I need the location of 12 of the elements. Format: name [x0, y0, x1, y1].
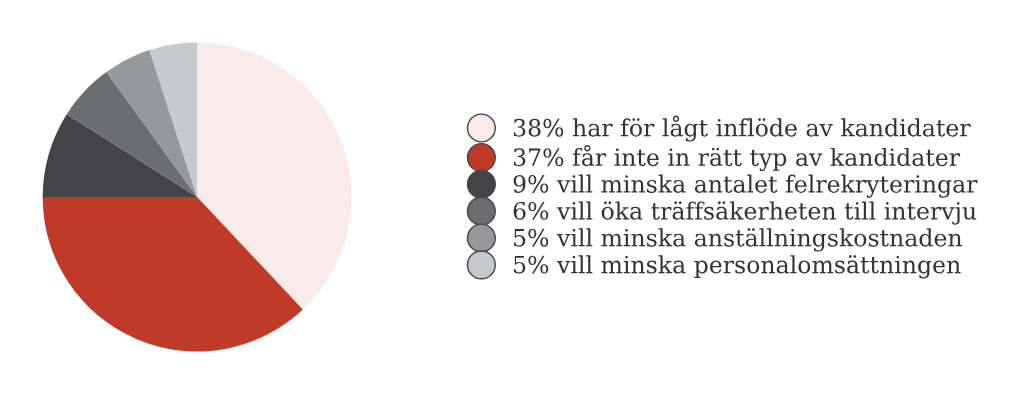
legend-label: 5% vill minska anställningskostnaden — [514, 228, 962, 252]
pie-slice — [106, 50, 198, 197]
pie-slice — [66, 72, 198, 197]
legend-label: 5% vill minska personalomsättningen — [514, 255, 961, 279]
legend-label: 38% har för lågt inflöde av kandidater — [513, 115, 971, 142]
pie-slice — [197, 42, 352, 310]
pie-slice — [149, 42, 198, 197]
legend-label: 6% vill öka träffsäkerheten till intervju — [513, 201, 977, 225]
pie-slice — [42, 114, 198, 197]
legend-label: 37% får inte in rätt typ av kandidater — [513, 145, 961, 172]
legend-label: 9% vill minska antalet felrekryteringar — [513, 174, 978, 198]
pie-slice — [42, 197, 303, 352]
